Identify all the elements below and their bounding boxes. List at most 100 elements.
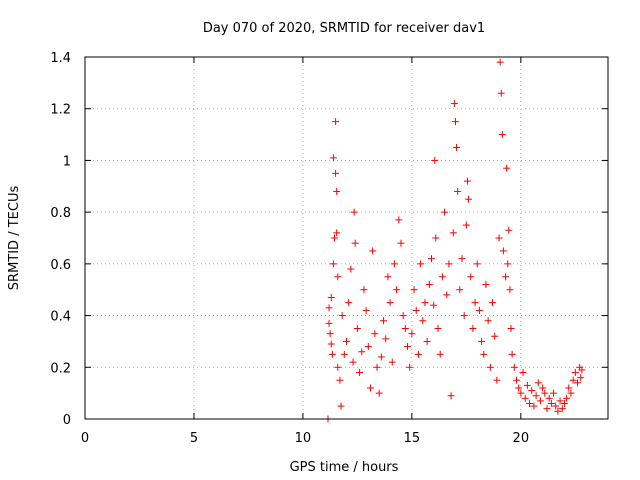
data-point: [456, 286, 464, 294]
data-point: [565, 384, 573, 392]
data-point: [364, 343, 372, 351]
data-point: [325, 304, 333, 312]
data-point: [336, 376, 344, 384]
data-point: [462, 221, 470, 229]
data-point: [463, 177, 471, 185]
data-point: [325, 319, 333, 327]
data-point: [356, 368, 364, 376]
data-point: [507, 325, 515, 332]
data-point: [478, 337, 486, 345]
data-point: [567, 389, 575, 397]
data-point: [458, 255, 466, 263]
data-point: [419, 317, 427, 325]
data-point: [412, 306, 420, 314]
data-point: [578, 366, 586, 374]
data-point: [484, 317, 492, 325]
x-axis-label: GPS time / hours: [290, 460, 399, 475]
data-point: [563, 394, 571, 402]
data-point: [382, 335, 390, 343]
data-point: [510, 363, 518, 371]
data-point: [480, 350, 488, 358]
x-tick-label: 15: [404, 431, 421, 446]
data-point: [519, 368, 527, 376]
data-point: [577, 374, 585, 382]
data-point: [560, 399, 568, 407]
data-point: [410, 286, 418, 294]
data-point: [504, 260, 512, 268]
data-point: [445, 260, 453, 268]
data-point: [345, 299, 353, 307]
data-point: [371, 330, 379, 338]
data-point: [489, 299, 497, 307]
y-tick-label: 0: [63, 413, 71, 428]
data-point: [449, 229, 457, 237]
data-point: [486, 363, 494, 371]
data-point: [450, 100, 458, 108]
data-point: [447, 392, 455, 400]
data-point: [334, 273, 342, 281]
data-point: [556, 397, 564, 405]
data-point: [573, 379, 581, 387]
data-point: [425, 281, 433, 289]
data-point: [545, 394, 553, 402]
data-point: [349, 358, 357, 366]
data-point: [340, 350, 348, 358]
y-tick-label: 0.2: [50, 361, 71, 376]
data-point: [343, 337, 350, 345]
data-point: [541, 389, 549, 397]
data-point: [332, 118, 340, 126]
data-point: [434, 325, 442, 332]
y-tick-label: 1: [63, 154, 71, 169]
data-point: [506, 286, 514, 294]
data-point: [333, 229, 341, 237]
data-point: [438, 273, 446, 281]
data-point: [327, 293, 335, 301]
data-point: [443, 291, 451, 299]
data-point: [329, 260, 337, 268]
y-tick-label: 1.2: [50, 103, 71, 118]
data-point: [388, 358, 396, 366]
data-point: [499, 247, 507, 255]
data-point: [505, 226, 513, 234]
data-point: [397, 239, 405, 247]
data-point: [512, 376, 520, 384]
data-point: [528, 387, 536, 395]
data-point: [329, 154, 337, 162]
data-point: [377, 353, 385, 361]
data-point: [417, 260, 425, 268]
x-tick-label: 10: [295, 431, 312, 446]
data-point: [441, 208, 449, 216]
data-point: [375, 389, 383, 397]
data-point: [547, 399, 555, 407]
data-point: [475, 306, 483, 314]
data-point: [495, 234, 503, 242]
data-point: [517, 389, 525, 397]
data-point: [399, 312, 407, 320]
data-point: [427, 255, 435, 263]
data-point: [386, 299, 394, 307]
data-point: [451, 118, 459, 126]
data-point: [543, 405, 551, 413]
data-point: [530, 402, 538, 410]
data-point: [460, 312, 468, 320]
data-point: [552, 402, 560, 410]
data-point: [496, 58, 504, 66]
data-point: [366, 384, 374, 392]
data-point: [569, 376, 577, 384]
data-point: [393, 286, 401, 294]
data-point: [536, 397, 544, 405]
data-point: [404, 343, 412, 351]
axis-ticks: 0 5 10 15 20 0 0.2 0.4 0.6 0.8 1 1.2 1.4: [50, 51, 608, 446]
data-point: [431, 156, 439, 164]
data-point: [571, 368, 579, 376]
data-point: [337, 402, 345, 410]
data-point: [338, 312, 346, 320]
data-point: [333, 187, 341, 195]
data-points: [324, 58, 586, 423]
data-point: [390, 260, 398, 268]
data-point: [332, 169, 340, 177]
data-point: [326, 330, 334, 338]
y-tick-label: 0.6: [50, 258, 71, 273]
x-tick-label: 0: [81, 431, 89, 446]
